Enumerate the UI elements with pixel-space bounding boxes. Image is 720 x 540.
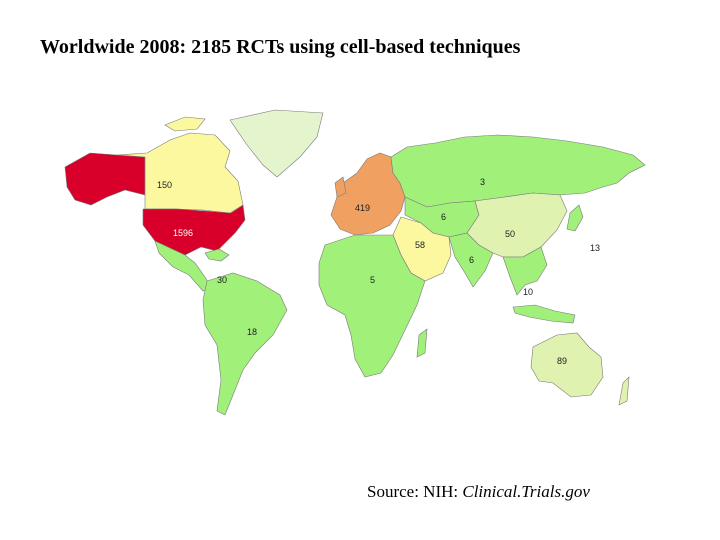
region-canada-islands bbox=[164, 116, 206, 132]
label-united-states: 1596 bbox=[173, 228, 193, 238]
label-australia: 89 bbox=[557, 356, 567, 366]
region-europe-islands bbox=[334, 176, 347, 198]
map-title: Worldwide 2008: 2185 RCTs using cell-bas… bbox=[40, 36, 521, 58]
region-africa bbox=[318, 234, 426, 378]
source-name: Clinical.Trials.gov bbox=[462, 482, 590, 501]
source-credit: Source: NIH: Clinical.Trials.gov bbox=[367, 482, 590, 502]
source-prefix: Source: NIH: bbox=[367, 482, 463, 501]
label-south-asia: 6 bbox=[469, 255, 474, 265]
label-central-asia: 6 bbox=[441, 212, 446, 222]
region-south-america bbox=[202, 272, 288, 416]
label-africa: 5 bbox=[370, 275, 375, 285]
label-japan: 13 bbox=[590, 243, 600, 253]
label-canada: 150 bbox=[157, 180, 172, 190]
region-alaska bbox=[64, 152, 146, 206]
region-southeast-asia-islands bbox=[512, 304, 576, 324]
world-map: 150 1596 30 18 419 3 6 58 5 6 50 13 10 8… bbox=[64, 109, 646, 416]
label-caribbean: 30 bbox=[217, 275, 227, 285]
region-australia bbox=[530, 332, 604, 398]
region-greenland bbox=[229, 109, 324, 178]
label-china: 50 bbox=[505, 229, 515, 239]
region-southeast-asia bbox=[502, 246, 548, 296]
label-middle-east: 58 bbox=[415, 240, 425, 250]
region-madagascar bbox=[416, 328, 428, 358]
region-caribbean bbox=[204, 248, 230, 262]
label-south-america: 18 bbox=[247, 327, 257, 337]
label-russia: 3 bbox=[480, 177, 485, 187]
region-japan bbox=[566, 204, 584, 232]
label-europe: 419 bbox=[355, 203, 370, 213]
region-new-zealand bbox=[618, 376, 630, 406]
label-southeast-asia: 10 bbox=[523, 287, 533, 297]
